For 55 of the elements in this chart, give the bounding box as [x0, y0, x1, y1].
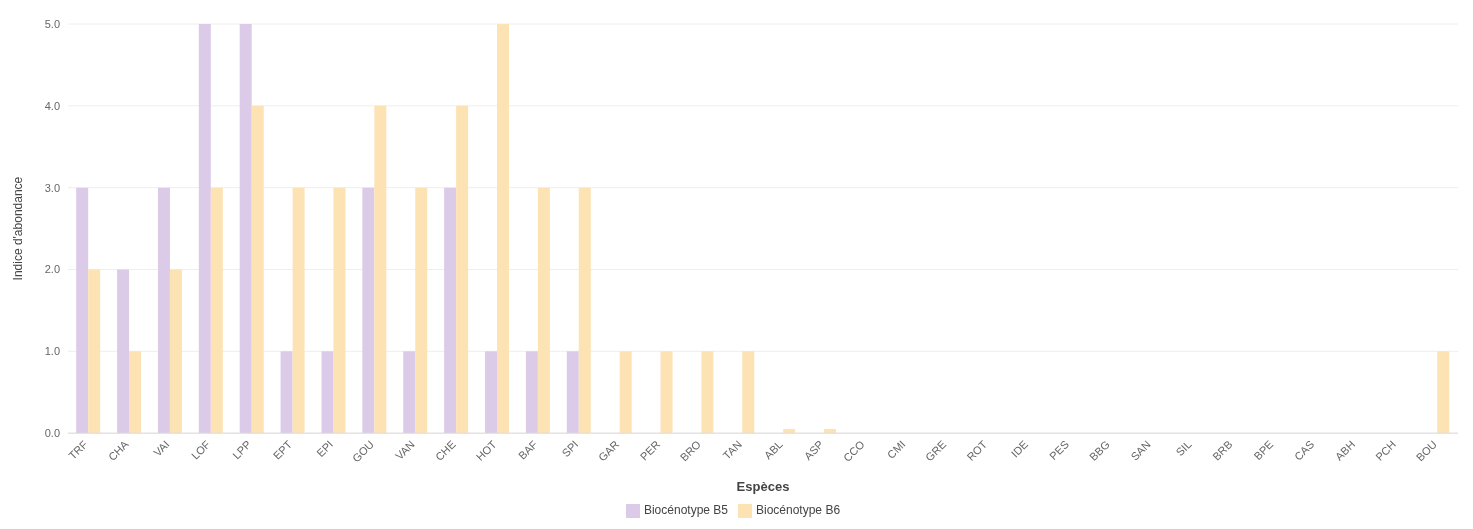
x-tick-label: VAN	[393, 438, 417, 463]
y-tick-label: 1.0	[44, 345, 60, 358]
bar	[280, 351, 293, 434]
y-tick-label: 4.0	[44, 99, 60, 112]
bar	[566, 351, 579, 434]
bar	[415, 187, 428, 434]
bar	[525, 351, 538, 434]
bar	[251, 105, 264, 434]
bar	[362, 187, 375, 434]
bar	[292, 187, 305, 434]
bar	[210, 187, 223, 434]
y-tick-label: 3.0	[44, 181, 60, 194]
bar	[456, 105, 469, 434]
bar	[1437, 351, 1450, 434]
bar	[403, 351, 416, 434]
bar	[824, 429, 837, 434]
x-tick-label: ABL	[761, 438, 785, 462]
x-tick-label: TRF	[66, 437, 91, 462]
x-tick-label: SIL	[1173, 438, 1194, 459]
legend-label: Biocénotype B6	[756, 503, 841, 518]
x-tick-label: SPI	[559, 438, 581, 460]
x-tick-label: IDE	[1008, 438, 1031, 460]
bar	[239, 24, 252, 434]
bar	[485, 351, 497, 434]
bar	[333, 187, 346, 434]
bar	[117, 269, 130, 434]
bar	[76, 187, 89, 434]
y-tick-label: 0.0	[44, 427, 60, 440]
bar	[497, 24, 509, 434]
bar	[198, 24, 211, 434]
x-tick-label: CHA	[105, 437, 132, 464]
bar	[783, 429, 796, 434]
bar	[129, 351, 142, 434]
bar	[157, 187, 170, 434]
x-tick-label: TAN	[720, 438, 745, 462]
x-tick-label: VAI	[151, 438, 172, 459]
bar	[321, 351, 334, 434]
bar	[578, 187, 591, 434]
bar	[660, 351, 673, 434]
x-tick-label: EPI	[314, 438, 336, 460]
x-axis-title: Espèces	[736, 479, 790, 495]
bar	[88, 269, 101, 434]
bar	[742, 351, 755, 434]
x-tick-label: CMI	[884, 438, 908, 461]
y-tick-label: 5.0	[44, 17, 60, 30]
legend-label: Biocénotype B5	[643, 503, 728, 518]
bar	[701, 351, 714, 434]
bar	[374, 105, 387, 434]
x-tick-label: LPP	[230, 438, 254, 462]
bar	[169, 269, 182, 434]
bar	[444, 187, 457, 434]
y-tick-label: 2.0	[44, 263, 60, 276]
bar	[619, 351, 632, 434]
y-axis-title: Indice d'abondance	[11, 176, 26, 281]
bar	[537, 187, 550, 434]
